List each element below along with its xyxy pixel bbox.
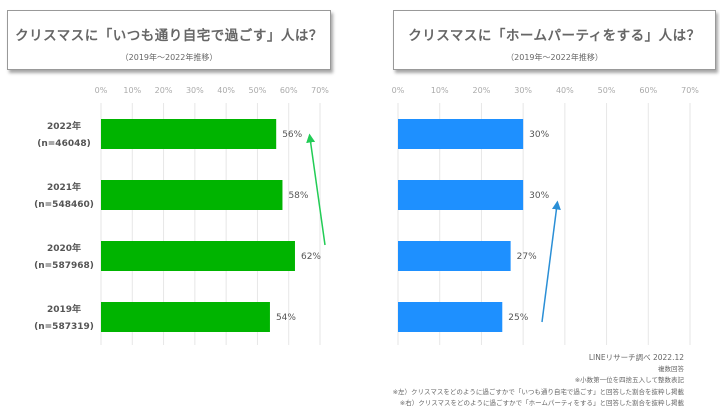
data-label: 27% — [517, 252, 537, 262]
category-n-label: (n=587968) — [34, 261, 94, 271]
category-n-label: (n=46048) — [37, 139, 91, 149]
x-tick-label: 0% — [95, 86, 108, 95]
x-tick-label: 30% — [186, 86, 204, 95]
x-tick-label: 60% — [639, 86, 657, 95]
x-tick-label: 60% — [280, 86, 298, 95]
left-chart-title: クリスマスに「いつも通り自宅で過ごす」人は？ — [15, 28, 323, 44]
x-tick-label: 10% — [123, 86, 141, 95]
x-tick-label: 20% — [473, 86, 491, 95]
x-tick-label: 70% — [311, 86, 329, 95]
note-right: ※右）クリスマスをどのように過ごすかで「ホームパーティをする」と回答した割合を抜… — [399, 399, 684, 407]
left-chart-subtitle: （2019年～2022年推移） — [120, 53, 218, 62]
trend-arrow — [306, 133, 326, 246]
x-tick-label: 30% — [514, 86, 532, 95]
x-tick-label: 70% — [681, 86, 699, 95]
data-label: 30% — [529, 130, 549, 140]
category-label: 2019年 — [47, 303, 81, 315]
category-n-label: (n=587319) — [34, 322, 94, 332]
category-label: 2022年 — [47, 120, 81, 132]
x-tick-label: 50% — [249, 86, 267, 95]
x-tick-label: 40% — [217, 86, 235, 95]
note-rounding: ※小数第一位を四捨五入して整数表記 — [574, 376, 684, 384]
category-label: 2020年 — [47, 242, 81, 254]
category-n-label: (n=548460) — [34, 200, 94, 210]
data-label: 54% — [276, 313, 296, 323]
category-label: 2021年 — [47, 181, 81, 193]
right-title-box: クリスマスに「ホームパーティをする」人は？ （2019年～2022年推移） — [393, 10, 716, 70]
x-tick-label: 40% — [556, 86, 574, 95]
note-left: ※左）クリスマスをどのように過ごすかで「いつも通り自宅で過ごす」と回答した割合を… — [392, 387, 684, 396]
x-tick-label: 0% — [392, 86, 405, 95]
data-label: 30% — [529, 191, 549, 201]
bar — [398, 241, 511, 271]
data-label: 62% — [301, 252, 321, 262]
bar — [101, 302, 270, 332]
data-label: 58% — [288, 191, 308, 201]
data-label: 25% — [508, 313, 528, 323]
bar — [398, 119, 524, 149]
source-note: LINEリサーチ調べ 2022.12 — [588, 353, 684, 362]
left-title-box: クリスマスに「いつも通り自宅で過ごす」人は？ （2019年～2022年推移） — [7, 10, 331, 70]
notes: LINEリサーチ調べ 2022.12 複数回答 ※小数第一位を四捨五入して整数表… — [393, 352, 684, 410]
x-tick-label: 10% — [431, 86, 449, 95]
bar — [101, 241, 295, 271]
x-tick-label: 20% — [155, 86, 173, 95]
bar — [101, 119, 277, 149]
note-multi: 複数回答 — [658, 364, 684, 373]
bar — [398, 302, 503, 332]
right-chart-subtitle: （2019年～2022年推移） — [506, 53, 603, 62]
bar — [101, 180, 283, 210]
trend-arrow — [541, 200, 561, 323]
data-label: 56% — [282, 130, 302, 140]
x-tick-label: 50% — [598, 86, 616, 95]
bar — [398, 180, 524, 210]
right-chart-title: クリスマスに「ホームパーティをする」人は？ — [408, 28, 701, 44]
